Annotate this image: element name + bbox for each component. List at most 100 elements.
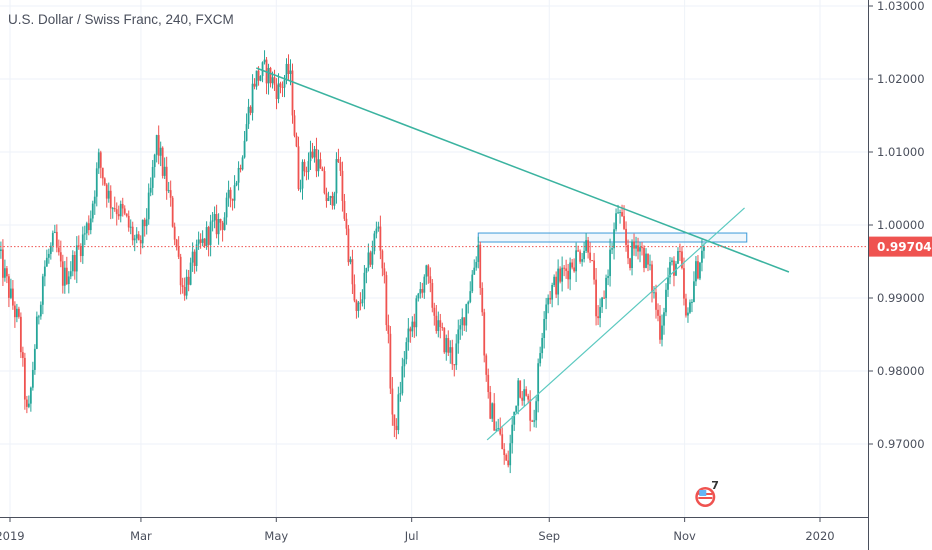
candle-body	[301, 161, 304, 189]
candle-body	[697, 261, 699, 279]
candle-body	[411, 321, 414, 332]
candle-body	[475, 261, 478, 268]
candle-body	[89, 218, 92, 231]
candle-body	[427, 265, 430, 277]
candle-body	[87, 223, 90, 231]
candle-body	[633, 241, 635, 249]
candle-body	[693, 281, 695, 302]
candle-body	[615, 213, 617, 230]
candle-body	[151, 167, 154, 188]
candle-body	[553, 276, 556, 286]
candle-body	[431, 283, 434, 308]
candle-body	[519, 380, 522, 398]
candle-body	[193, 251, 196, 266]
descending-trendline[interactable]	[256, 67, 790, 273]
candle-body	[561, 267, 564, 282]
candle-body	[237, 167, 240, 183]
candle-body	[389, 333, 392, 389]
candle-body	[279, 83, 282, 87]
candle-body	[135, 234, 138, 239]
rising-trendline[interactable]	[486, 207, 745, 441]
candle-body	[699, 262, 701, 279]
candle-body	[111, 208, 114, 210]
candle-body	[187, 276, 190, 285]
event-marker[interactable]: 7	[695, 479, 719, 507]
candle-body	[621, 212, 623, 217]
candle-body	[355, 300, 358, 311]
candle-body	[463, 317, 466, 326]
trendlines[interactable]	[0, 67, 868, 441]
candle-body	[183, 287, 186, 296]
candle-body	[43, 266, 46, 277]
candle-body	[285, 63, 288, 80]
candle-body	[613, 229, 615, 249]
grid	[0, 0, 868, 517]
candle-body	[349, 259, 352, 263]
candle-body	[547, 297, 550, 305]
candle-body	[479, 244, 482, 288]
candle-body	[597, 316, 599, 319]
candle-body	[247, 106, 250, 125]
candle-body	[57, 247, 60, 253]
candle-body	[343, 200, 346, 219]
candle-body	[3, 268, 6, 278]
candle-body	[375, 228, 378, 234]
candle-body	[505, 454, 508, 461]
candle-body	[641, 247, 643, 249]
candle-body	[275, 84, 278, 99]
time-axis[interactable]	[0, 517, 868, 550]
candle-body	[353, 284, 356, 301]
candle-body	[1, 249, 4, 278]
candle-body	[593, 260, 595, 280]
candles	[0, 50, 705, 474]
candle-body	[177, 246, 180, 257]
price-axis[interactable]	[868, 0, 932, 550]
candle-body	[83, 233, 86, 235]
candle-body	[579, 251, 582, 262]
candle-body	[41, 276, 44, 305]
x-tick-label: Nov	[673, 529, 696, 543]
candle-body	[71, 255, 74, 272]
candle-body	[27, 403, 30, 407]
candle-body	[583, 250, 586, 260]
candle-body	[591, 260, 593, 262]
candle-body	[213, 214, 216, 221]
candle-body	[49, 245, 52, 254]
candle-body	[533, 420, 536, 422]
candle-body	[461, 317, 464, 326]
candle-body	[299, 188, 302, 190]
candle-body	[637, 245, 639, 252]
candle-body	[25, 399, 28, 407]
candle-body	[197, 239, 200, 245]
candle-body	[549, 297, 552, 300]
candle-body	[445, 338, 448, 353]
candle-body	[195, 244, 198, 266]
candle-body	[271, 77, 274, 84]
candle-body	[511, 424, 514, 444]
candle-body	[453, 364, 456, 366]
candle-body	[357, 302, 360, 311]
candle-body	[413, 321, 416, 328]
x-tick-label: Sep	[538, 529, 560, 543]
y-tick-label: 1.02000	[877, 72, 925, 86]
candle-body	[657, 309, 659, 316]
candle-body	[663, 312, 665, 326]
candle-body	[33, 348, 36, 370]
candle-body	[337, 159, 340, 163]
candle-body	[103, 178, 106, 185]
candle-body	[655, 292, 657, 310]
candle-body	[635, 245, 637, 249]
candle-body	[605, 277, 607, 299]
candle-body	[149, 187, 152, 193]
x-tick-label: 2020	[805, 529, 834, 543]
candle-body	[229, 189, 232, 199]
candle-body	[395, 425, 398, 431]
candle-body	[153, 154, 156, 168]
candle-body	[5, 268, 8, 277]
candle-body	[565, 268, 568, 271]
candle-body	[535, 401, 538, 421]
candle-body	[493, 403, 496, 431]
candle-body	[487, 374, 490, 393]
